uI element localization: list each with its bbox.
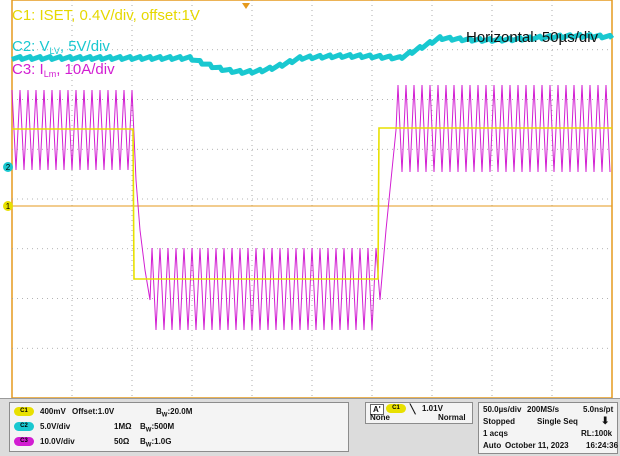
channel-2-bandwidth: BW:500M — [140, 421, 174, 437]
channel-2-badge-text: C2 — [20, 423, 28, 430]
channel-2-annotation: C2: VLV, 5V/div — [12, 38, 110, 56]
channel-2-coupling: 1MΩ — [114, 422, 132, 431]
channel-1-annotation: C1: ISET, 0.4V/div, offset:1V — [12, 7, 200, 24]
channel-2-annotation-rest: , 5V/div — [60, 38, 111, 55]
trigger-mode-badge: A' — [370, 404, 384, 415]
channel-2-waveform — [11, 32, 615, 76]
channel-2-bw-sub: W — [145, 427, 152, 434]
channel-annotations: C1: ISET, 0.4V/div, offset:1V C2: VLV, 5… — [12, 7, 599, 79]
channel-2-annotation-main: C2: V — [12, 38, 50, 55]
channel-3-coupling: 50Ω — [114, 437, 130, 446]
vertical-settings-box: C1 400mV Offset:1.0V BW:20.0M C2 5.0V/di… — [9, 402, 349, 452]
channel-3-badge[interactable]: C3 — [14, 437, 34, 447]
channel-3-annotation-subscript: Lm — [44, 69, 57, 79]
acquisition-count: 1 acqs — [483, 429, 508, 438]
channel-2-scale: 5.0V/div — [40, 422, 71, 431]
channel-1-bw-prefix: B — [156, 407, 162, 416]
waveforms — [11, 32, 615, 331]
scope-waveform-display: C1: ISET, 0.4V/div, offset:1V C2: VLV, 5… — [3, 0, 615, 398]
channel-2-badge[interactable]: C2 — [14, 422, 34, 432]
channel-1-bw-value: :20.0M — [167, 407, 193, 416]
channel-1-offset: Offset:1.0V — [72, 407, 115, 416]
trigger-settings-box[interactable]: A' C1 ╲ 1.01V None Normal — [365, 402, 473, 424]
channel-2-annotation-subscript: LV — [50, 46, 60, 56]
trigger-level: 1.01V — [422, 404, 443, 413]
channel-1-waveform — [12, 127, 612, 280]
trigger-type: None — [370, 413, 390, 422]
sample-rate: 200MS/s — [527, 405, 560, 414]
channel-1-bandwidth: BW:20.0M — [156, 406, 192, 422]
sequence-mode[interactable]: Single Seq — [537, 417, 578, 426]
time-resolution: 5.0ns/pt — [583, 405, 614, 414]
channel-2-marker-label: 2 — [6, 163, 11, 172]
channel-1-scale: 400mV — [40, 407, 66, 416]
channel-3-annotation-rest: , 10A/div — [56, 61, 115, 78]
channel-1-marker-label: 1 — [6, 202, 11, 211]
channel-1-badge-text: C1 — [20, 408, 28, 415]
channel-3-scale: 10.0V/div — [40, 437, 75, 446]
channel-1-bw-sub: W — [161, 412, 168, 419]
channel-3-annotation: C3: ILm, 10A/div — [12, 61, 115, 79]
trigger-sweep: Normal — [438, 413, 466, 422]
channel-1-ground-marker[interactable]: 1 — [3, 201, 13, 211]
trigger-source-badge[interactable]: C1 — [386, 404, 406, 413]
channel-2-ground-marker[interactable]: 2 — [3, 162, 13, 172]
channel-3-annotation-main: C3: I — [12, 61, 44, 78]
capture-time: 16:24:36 — [586, 441, 619, 450]
settings-panel: C1 400mV Offset:1.0V BW:20.0M C2 5.0V/di… — [0, 398, 620, 456]
rising-edge-icon: ╲ — [410, 404, 416, 414]
channel-3-bw-value: :1.0G — [151, 437, 172, 446]
run-state[interactable]: Stopped — [483, 417, 515, 426]
channel-3-settings-row[interactable]: C3 10.0V/div 50Ω BW:1.0G — [14, 436, 171, 449]
trigger-position-marker[interactable] — [242, 3, 250, 9]
acquisition-settings-box: 50.0µs/div 200MS/s 5.0ns/pt Stopped Sing… — [478, 402, 618, 454]
channel-3-bandwidth: BW:1.0G — [140, 436, 171, 452]
channel-1-marker-dot — [3, 201, 13, 211]
channel-3-waveform — [11, 84, 611, 331]
channel-2-bw-value: :500M — [151, 422, 175, 431]
channel-3-bw-sub: W — [145, 442, 152, 449]
horizontal-scale-annotation: Horizontal: 50µs/div — [466, 29, 599, 46]
timebase[interactable]: 50.0µs/div — [483, 405, 522, 414]
channel-1-settings-row[interactable]: C1 400mV Offset:1.0V BW:20.0M — [14, 406, 192, 419]
record-length: RL:100k — [581, 429, 613, 438]
trigger-mode[interactable]: Auto — [483, 441, 502, 450]
channel-2-settings-row[interactable]: C2 5.0V/div 1MΩ BW:500M — [14, 421, 174, 434]
channel-1-badge[interactable]: C1 — [14, 407, 34, 417]
channel-2-bw-prefix: B — [140, 422, 146, 431]
channel-3-bw-prefix: B — [140, 437, 146, 446]
capture-date: October 11, 2023 — [505, 441, 569, 450]
single-seq-arrow-icon: ⬇ — [601, 416, 610, 427]
channel-2-marker-dot — [3, 162, 13, 172]
trigger-source-badge-text: C1 — [392, 405, 400, 411]
channel-3-badge-text: C3 — [20, 438, 28, 445]
